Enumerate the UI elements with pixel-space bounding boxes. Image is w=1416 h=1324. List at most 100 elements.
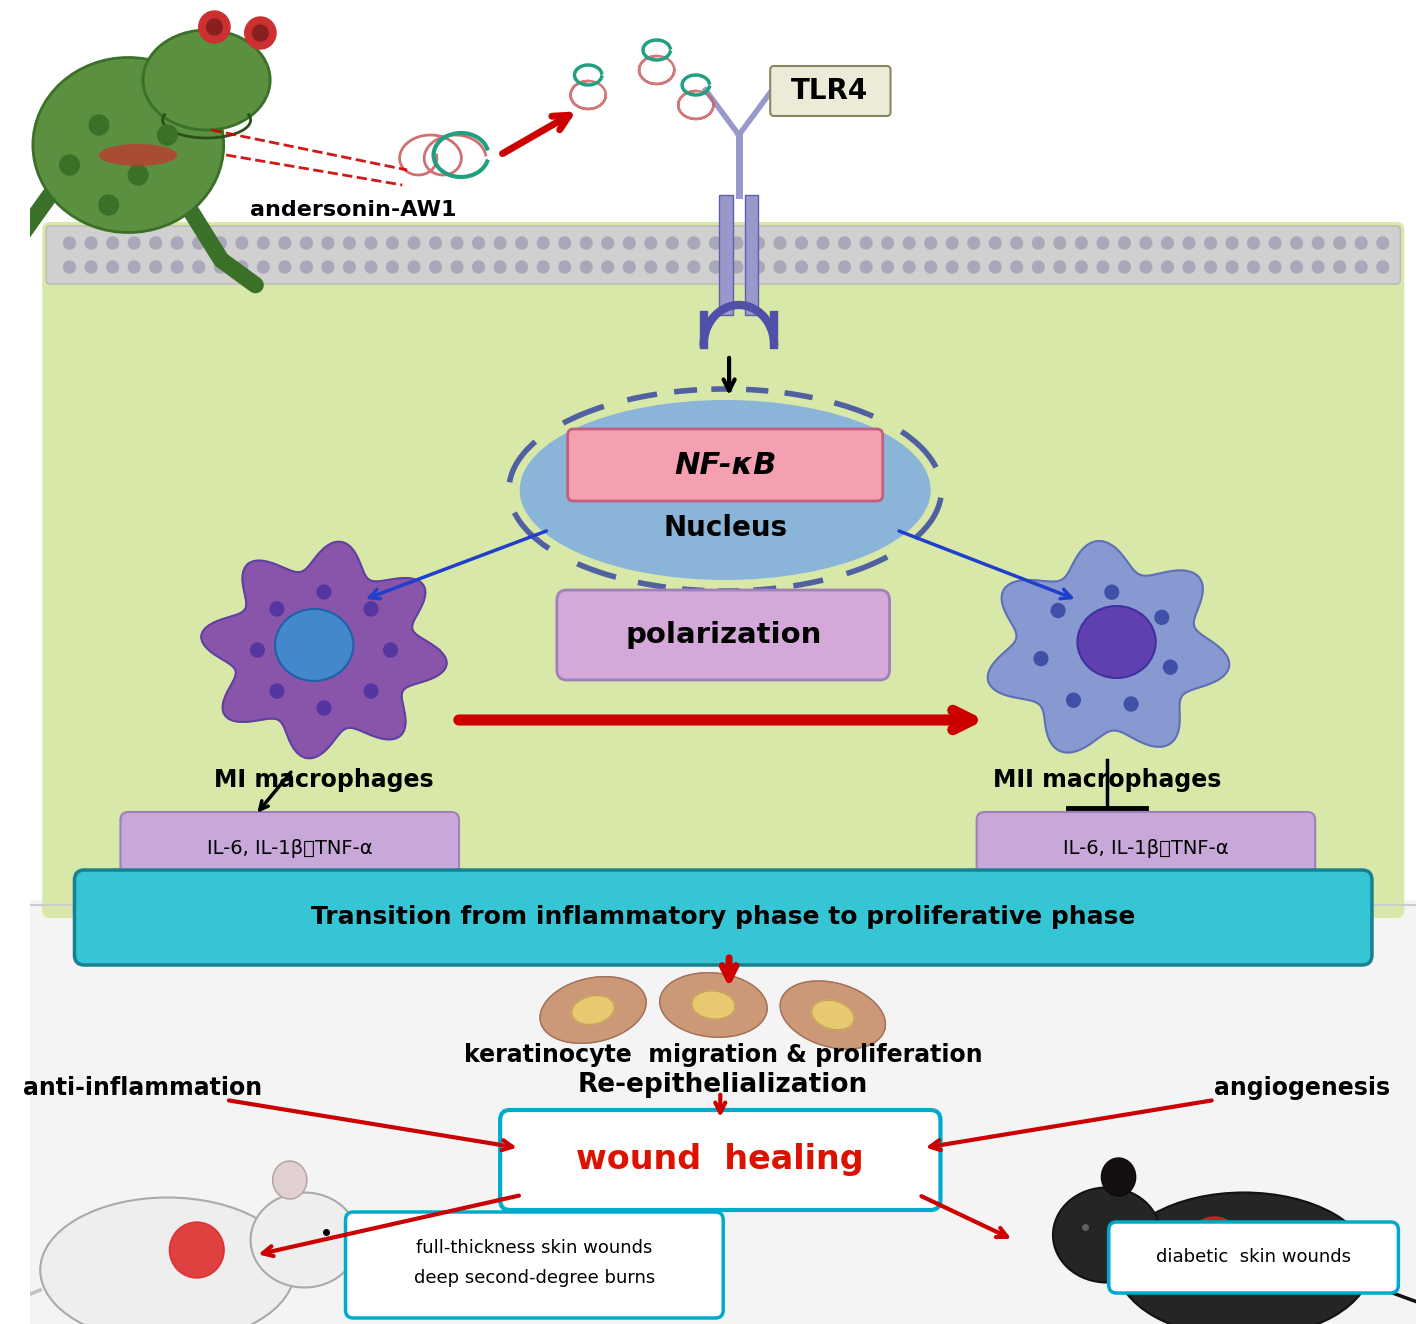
- Circle shape: [559, 237, 571, 249]
- FancyBboxPatch shape: [42, 222, 1405, 918]
- Circle shape: [473, 237, 484, 249]
- Text: andersonin-AW1: andersonin-AW1: [251, 200, 456, 220]
- Circle shape: [1226, 261, 1238, 273]
- Text: keratinocyte  migration & proliferation: keratinocyte migration & proliferation: [464, 1043, 983, 1067]
- Circle shape: [1184, 261, 1195, 273]
- Circle shape: [903, 237, 915, 249]
- Circle shape: [279, 261, 290, 273]
- FancyBboxPatch shape: [75, 870, 1372, 965]
- Circle shape: [64, 237, 75, 249]
- Circle shape: [1140, 261, 1151, 273]
- Circle shape: [1097, 261, 1109, 273]
- Circle shape: [99, 195, 119, 214]
- Circle shape: [89, 115, 109, 135]
- Circle shape: [775, 261, 786, 273]
- Circle shape: [1226, 237, 1238, 249]
- Circle shape: [1034, 651, 1048, 666]
- Circle shape: [1104, 585, 1119, 600]
- Circle shape: [925, 237, 936, 249]
- Circle shape: [1334, 261, 1345, 273]
- Circle shape: [1313, 261, 1324, 273]
- Circle shape: [321, 237, 334, 249]
- Circle shape: [171, 237, 183, 249]
- Circle shape: [207, 19, 222, 34]
- Ellipse shape: [1078, 606, 1155, 678]
- Circle shape: [214, 261, 227, 273]
- Circle shape: [300, 261, 313, 273]
- Circle shape: [1011, 261, 1022, 273]
- Circle shape: [644, 261, 657, 273]
- Circle shape: [946, 237, 959, 249]
- Circle shape: [64, 261, 75, 273]
- Text: diabetic  skin wounds: diabetic skin wounds: [1155, 1249, 1351, 1266]
- Polygon shape: [572, 996, 615, 1025]
- Text: IL-6, IL-1β，TNF-α: IL-6, IL-1β，TNF-α: [1063, 838, 1229, 858]
- Circle shape: [344, 261, 355, 273]
- Ellipse shape: [99, 144, 177, 166]
- FancyBboxPatch shape: [977, 812, 1315, 883]
- FancyBboxPatch shape: [500, 1110, 940, 1210]
- Circle shape: [537, 237, 549, 249]
- Circle shape: [1376, 261, 1389, 273]
- Circle shape: [236, 237, 248, 249]
- Circle shape: [85, 237, 96, 249]
- Circle shape: [1376, 237, 1389, 249]
- Polygon shape: [988, 542, 1229, 752]
- Circle shape: [1164, 661, 1177, 674]
- Circle shape: [1355, 237, 1366, 249]
- Circle shape: [731, 237, 743, 249]
- Circle shape: [731, 261, 743, 273]
- Circle shape: [193, 261, 204, 273]
- Circle shape: [429, 237, 442, 249]
- Circle shape: [1187, 1217, 1242, 1272]
- Circle shape: [623, 261, 636, 273]
- Circle shape: [688, 261, 700, 273]
- Circle shape: [157, 124, 177, 146]
- Circle shape: [644, 237, 657, 249]
- Circle shape: [1247, 237, 1259, 249]
- Circle shape: [258, 261, 269, 273]
- Text: angiogenesis: angiogenesis: [1215, 1076, 1391, 1100]
- Circle shape: [1291, 237, 1303, 249]
- Text: MI macrophages: MI macrophages: [214, 768, 433, 792]
- Circle shape: [452, 261, 463, 273]
- Circle shape: [1054, 261, 1066, 273]
- Circle shape: [245, 17, 276, 49]
- Bar: [745, 195, 759, 315]
- Circle shape: [623, 237, 636, 249]
- Circle shape: [1119, 237, 1130, 249]
- Ellipse shape: [273, 1161, 307, 1200]
- Circle shape: [796, 261, 807, 273]
- Ellipse shape: [1102, 1158, 1136, 1196]
- Circle shape: [252, 25, 268, 41]
- Circle shape: [1161, 237, 1174, 249]
- FancyBboxPatch shape: [120, 812, 459, 883]
- Circle shape: [365, 261, 377, 273]
- Circle shape: [1011, 237, 1022, 249]
- Circle shape: [214, 237, 227, 249]
- Ellipse shape: [143, 30, 270, 130]
- Circle shape: [602, 237, 613, 249]
- Circle shape: [882, 237, 893, 249]
- Circle shape: [1051, 604, 1065, 617]
- Circle shape: [258, 237, 269, 249]
- Circle shape: [775, 237, 786, 249]
- Circle shape: [1291, 261, 1303, 273]
- Circle shape: [106, 261, 119, 273]
- Circle shape: [270, 685, 283, 698]
- Polygon shape: [660, 973, 767, 1037]
- Circle shape: [193, 237, 204, 249]
- Circle shape: [1205, 237, 1216, 249]
- Circle shape: [1054, 237, 1066, 249]
- Circle shape: [581, 261, 592, 273]
- Circle shape: [817, 237, 828, 249]
- Circle shape: [452, 237, 463, 249]
- Circle shape: [817, 261, 828, 273]
- Ellipse shape: [1117, 1193, 1371, 1324]
- Circle shape: [559, 261, 571, 273]
- Text: Nucleus: Nucleus: [663, 514, 787, 542]
- Circle shape: [408, 261, 421, 273]
- Polygon shape: [201, 542, 447, 759]
- FancyBboxPatch shape: [1109, 1222, 1399, 1294]
- Circle shape: [150, 261, 161, 273]
